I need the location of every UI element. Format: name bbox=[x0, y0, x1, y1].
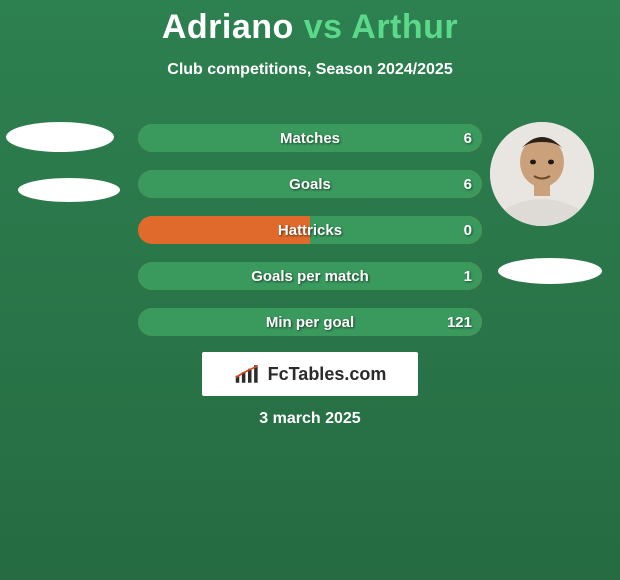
avatar-placeholder-icon bbox=[490, 122, 594, 226]
stat-bar: Matches6 bbox=[138, 124, 482, 152]
stat-value-right: 6 bbox=[464, 176, 472, 193]
brand-box: FcTables.com bbox=[202, 352, 418, 396]
date-text: 3 march 2025 bbox=[0, 410, 620, 428]
brand-chart-icon bbox=[234, 363, 262, 385]
decor-ellipse bbox=[18, 178, 120, 202]
stat-label: Matches bbox=[138, 130, 482, 147]
stat-bars: Matches6Goals6Hattricks0Goals per match1… bbox=[138, 124, 482, 354]
stat-value-right: 1 bbox=[464, 268, 472, 285]
decor-ellipse bbox=[498, 258, 602, 284]
stat-label: Hattricks bbox=[138, 222, 482, 239]
stat-label: Goals per match bbox=[138, 268, 482, 285]
player2-avatar bbox=[490, 122, 594, 226]
player1-name: Adriano bbox=[162, 8, 294, 46]
stat-bar: Hattricks0 bbox=[138, 216, 482, 244]
stat-bar: Goals per match1 bbox=[138, 262, 482, 290]
stat-bar: Goals6 bbox=[138, 170, 482, 198]
comparison-title: Adriano vs Arthur bbox=[0, 0, 620, 47]
brand-text: FcTables.com bbox=[268, 364, 387, 385]
decor-ellipse bbox=[6, 122, 114, 152]
player2-name: Arthur bbox=[351, 8, 458, 46]
stat-bar: Min per goal121 bbox=[138, 308, 482, 336]
stat-value-right: 0 bbox=[464, 222, 472, 239]
subtitle: Club competitions, Season 2024/2025 bbox=[0, 61, 620, 79]
stat-value-right: 121 bbox=[447, 314, 472, 331]
stat-label: Goals bbox=[138, 176, 482, 193]
stat-label: Min per goal bbox=[138, 314, 482, 331]
stat-value-right: 6 bbox=[464, 130, 472, 147]
vs-text: vs bbox=[304, 8, 343, 46]
